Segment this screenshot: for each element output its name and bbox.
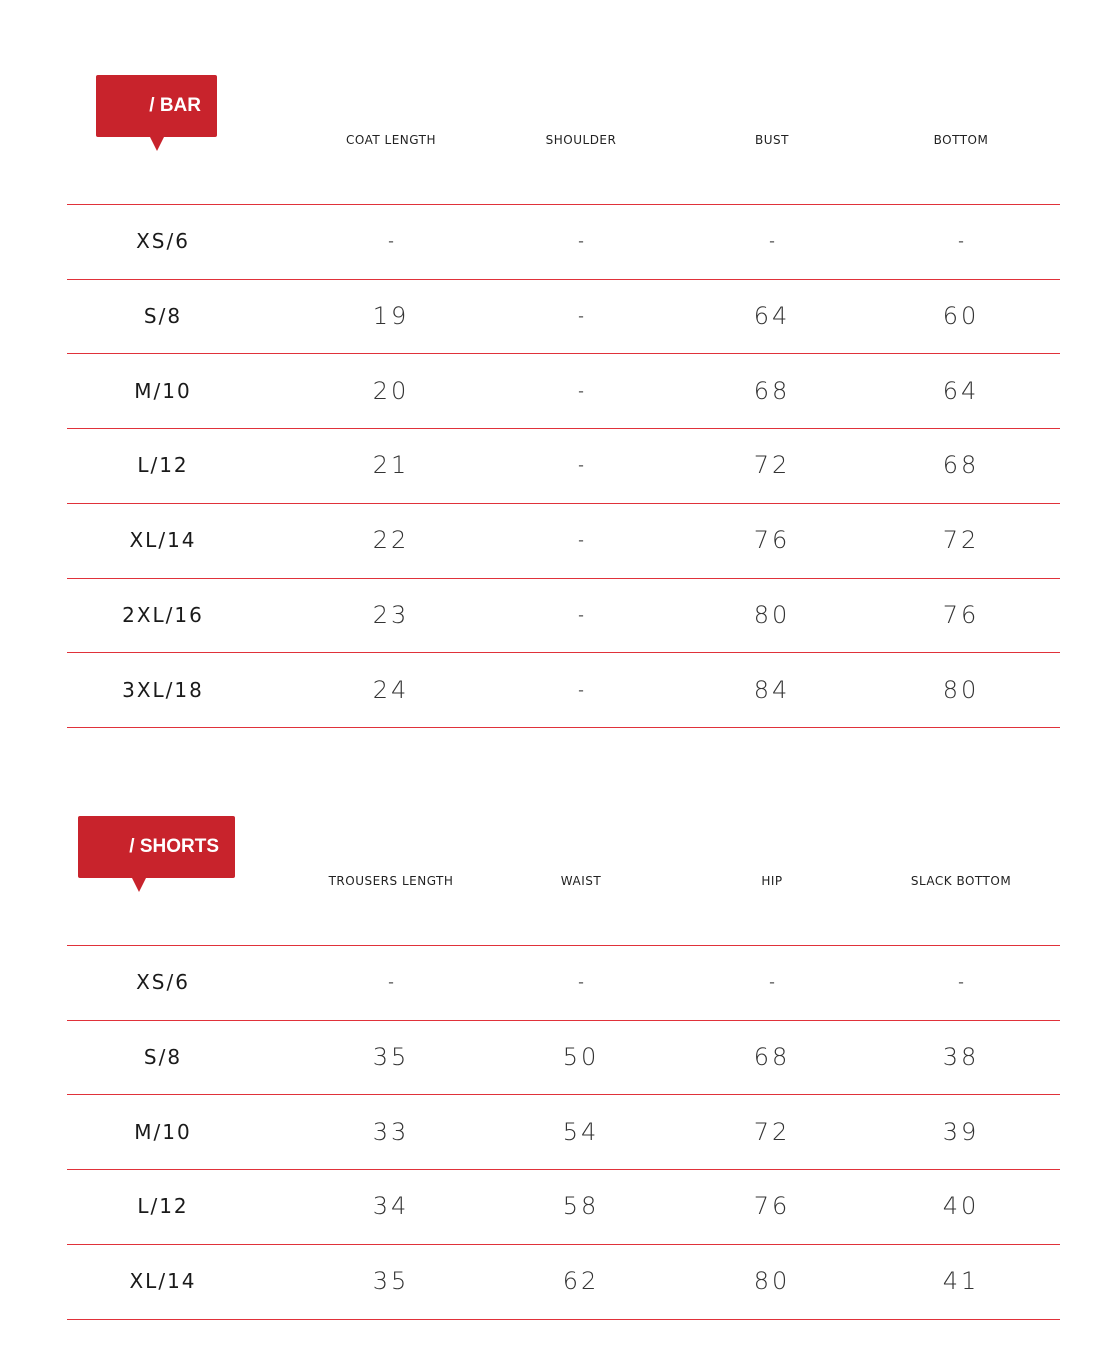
measurement-cell: 38 (942, 1043, 980, 1072)
measurement-cell: 76 (753, 526, 791, 555)
measurement-cell: - (388, 972, 394, 992)
measurement-cell: 58 (562, 1192, 600, 1221)
measurement-cell: 72 (753, 451, 791, 480)
measurement-cell: - (578, 381, 584, 401)
measurement-cell: 76 (942, 600, 980, 629)
measurement-cell: - (578, 306, 584, 326)
row-divider (67, 727, 1060, 728)
measurement-cell: 21 (372, 451, 410, 480)
measurement-cell: - (578, 530, 584, 550)
row-divider (67, 503, 1060, 504)
column-header: HIP (761, 874, 783, 888)
measurement-cell: 72 (753, 1117, 791, 1146)
column-header: SHOULDER (545, 133, 617, 147)
measurement-cell: 23 (372, 600, 410, 629)
measurement-cell: 80 (753, 1267, 791, 1296)
measurement-cell: - (769, 231, 775, 251)
size-label: L/12 (137, 1194, 189, 1219)
size-label: XS/6 (136, 970, 190, 995)
column-header: BUST (755, 133, 789, 147)
measurement-cell: 80 (753, 600, 791, 629)
measurement-cell: - (388, 231, 394, 251)
row-divider (67, 1020, 1060, 1021)
column-header: TROUSERS LENGTH (328, 874, 454, 888)
measurement-cell: 33 (372, 1117, 410, 1146)
measurement-cell: 54 (562, 1117, 600, 1146)
measurement-cell: 35 (372, 1267, 410, 1296)
table-title-badge: / BAR (96, 75, 217, 151)
measurement-cell: 22 (372, 526, 410, 555)
measurement-cell: 68 (753, 376, 791, 405)
size-label: XL/14 (129, 528, 197, 553)
size-label: M/10 (134, 1119, 192, 1144)
size-label: XS/6 (136, 229, 190, 254)
measurement-cell: 19 (372, 302, 410, 331)
size-label: S/8 (143, 304, 183, 329)
measurement-cell: - (578, 972, 584, 992)
measurement-cell: 35 (372, 1043, 410, 1072)
row-divider (67, 945, 1060, 946)
size-label: M/10 (134, 378, 192, 403)
measurement-cell: 39 (942, 1117, 980, 1146)
measurement-cell: - (578, 231, 584, 251)
measurement-cell: 64 (942, 376, 980, 405)
row-divider (67, 204, 1060, 205)
measurement-cell: - (958, 231, 964, 251)
measurement-cell: 34 (372, 1192, 410, 1221)
column-header: SLACK BOTTOM (910, 874, 1012, 888)
size-label: 2XL/16 (122, 602, 204, 627)
size-label: 3XL/18 (122, 677, 204, 702)
measurement-cell: - (958, 972, 964, 992)
measurement-cell: - (578, 455, 584, 475)
row-divider (67, 279, 1060, 280)
measurement-cell: 68 (753, 1043, 791, 1072)
measurement-cell: 41 (942, 1267, 980, 1296)
row-divider (67, 1319, 1060, 1320)
measurement-cell: 20 (372, 376, 410, 405)
table-title-badge: / SHORTS (78, 816, 235, 892)
size-label: XL/14 (129, 1269, 197, 1294)
measurement-cell: 72 (942, 526, 980, 555)
measurement-cell: - (578, 680, 584, 700)
row-divider (67, 1244, 1060, 1245)
row-divider (67, 1169, 1060, 1170)
measurement-cell: 62 (562, 1267, 600, 1296)
column-header: COAT LENGTH (345, 133, 437, 147)
measurement-cell: 60 (942, 302, 980, 331)
row-divider (67, 1094, 1060, 1095)
row-divider (67, 578, 1060, 579)
measurement-cell: - (769, 972, 775, 992)
column-header: BOTTOM (933, 133, 989, 147)
measurement-cell: 50 (562, 1043, 600, 1072)
row-divider (67, 428, 1060, 429)
measurement-cell: 64 (753, 302, 791, 331)
size-label: L/12 (137, 453, 189, 478)
measurement-cell: 84 (753, 675, 791, 704)
measurement-cell: 80 (942, 675, 980, 704)
measurement-cell: 40 (942, 1192, 980, 1221)
measurement-cell: 68 (942, 451, 980, 480)
column-header: WAIST (560, 874, 602, 888)
measurement-cell: 76 (753, 1192, 791, 1221)
row-divider (67, 353, 1060, 354)
measurement-cell: - (578, 605, 584, 625)
row-divider (67, 652, 1060, 653)
measurement-cell: 24 (372, 675, 410, 704)
size-label: S/8 (143, 1045, 183, 1070)
